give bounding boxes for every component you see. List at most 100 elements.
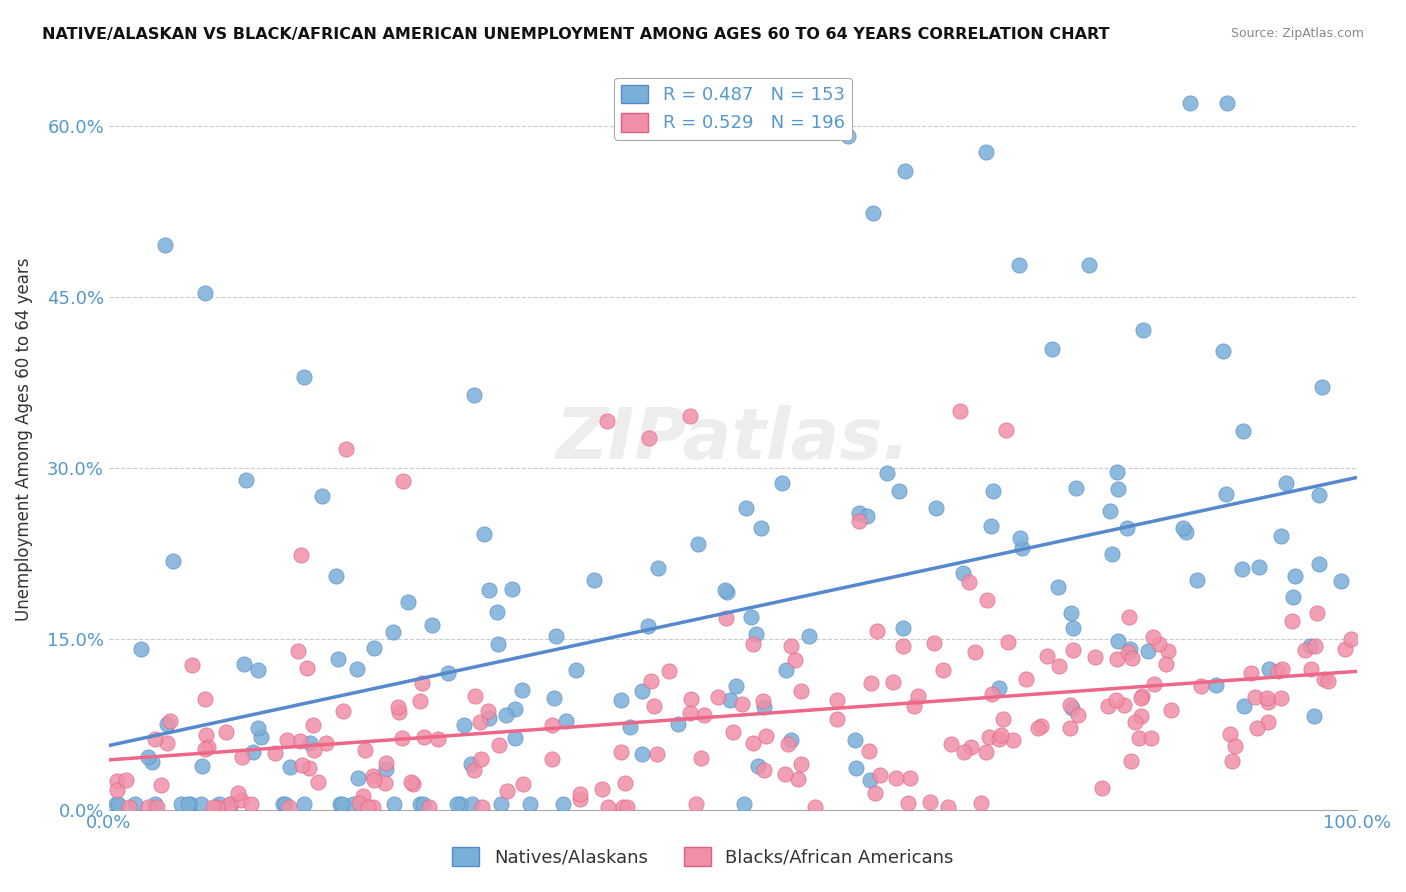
Point xyxy=(693,708,716,723)
Point xyxy=(1246,721,1268,735)
Point xyxy=(960,740,983,755)
Point xyxy=(658,664,681,678)
Point xyxy=(1330,574,1353,589)
Point xyxy=(994,423,1017,437)
Point xyxy=(190,797,212,811)
Point xyxy=(302,743,325,757)
Point xyxy=(271,797,294,811)
Point xyxy=(290,549,312,563)
Point xyxy=(752,694,775,708)
Point xyxy=(1178,95,1201,110)
Point xyxy=(976,145,998,160)
Point xyxy=(1142,630,1164,644)
Point xyxy=(714,583,737,598)
Point xyxy=(1219,726,1241,740)
Point xyxy=(889,483,911,498)
Point xyxy=(136,800,159,814)
Point xyxy=(194,728,217,742)
Point xyxy=(1101,547,1123,561)
Point xyxy=(391,474,413,488)
Point xyxy=(219,797,242,811)
Point xyxy=(907,689,929,703)
Point xyxy=(1215,487,1237,501)
Point xyxy=(752,764,775,778)
Point xyxy=(1274,476,1296,491)
Point xyxy=(288,733,311,747)
Point xyxy=(201,800,224,814)
Point xyxy=(162,554,184,568)
Point xyxy=(1212,343,1234,358)
Point xyxy=(596,800,619,814)
Point xyxy=(949,403,972,417)
Point xyxy=(825,712,848,726)
Point xyxy=(179,797,201,811)
Point xyxy=(332,704,354,718)
Point xyxy=(897,796,920,810)
Point xyxy=(1223,739,1246,753)
Point xyxy=(1316,673,1339,688)
Point xyxy=(277,800,299,814)
Point xyxy=(963,645,986,659)
Point xyxy=(352,789,374,803)
Point xyxy=(848,506,870,520)
Point xyxy=(409,797,432,811)
Point xyxy=(474,526,496,541)
Point xyxy=(637,619,659,633)
Point xyxy=(1257,715,1279,730)
Point xyxy=(197,739,219,754)
Point xyxy=(1128,731,1150,745)
Point xyxy=(217,800,239,814)
Point xyxy=(346,662,368,676)
Point xyxy=(1185,574,1208,588)
Point xyxy=(976,745,998,759)
Point xyxy=(1313,673,1336,687)
Point xyxy=(1308,488,1330,502)
Point xyxy=(555,714,578,729)
Point xyxy=(893,164,915,178)
Point xyxy=(292,797,315,811)
Legend: R = 0.487   N = 153, R = 0.529   N = 196: R = 0.487 N = 153, R = 0.529 N = 196 xyxy=(614,78,852,140)
Point xyxy=(707,690,730,704)
Point xyxy=(936,800,959,814)
Point xyxy=(391,731,413,746)
Point xyxy=(1029,719,1052,733)
Point xyxy=(1303,639,1326,653)
Point xyxy=(1011,541,1033,555)
Point xyxy=(478,711,501,725)
Point xyxy=(616,800,638,814)
Point xyxy=(1173,521,1195,535)
Point xyxy=(420,617,443,632)
Point xyxy=(1258,662,1281,676)
Point xyxy=(770,476,793,491)
Point xyxy=(980,518,1002,533)
Point xyxy=(1084,649,1107,664)
Point xyxy=(1062,642,1084,657)
Point xyxy=(903,699,925,714)
Point xyxy=(382,624,405,639)
Point xyxy=(501,582,523,596)
Point xyxy=(287,644,309,658)
Point xyxy=(396,595,419,609)
Point xyxy=(180,658,202,673)
Point xyxy=(1107,633,1129,648)
Point xyxy=(1047,659,1070,673)
Point xyxy=(105,783,128,797)
Point xyxy=(194,741,217,756)
Point xyxy=(363,800,385,814)
Text: ZIPatlas.: ZIPatlas. xyxy=(555,405,910,474)
Point xyxy=(735,500,758,515)
Point xyxy=(825,693,848,707)
Point xyxy=(953,745,976,759)
Text: NATIVE/ALASKAN VS BLACK/AFRICAN AMERICAN UNEMPLOYMENT AMONG AGES 60 TO 64 YEARS : NATIVE/ALASKAN VS BLACK/AFRICAN AMERICAN… xyxy=(42,27,1109,42)
Point xyxy=(1189,679,1212,693)
Point xyxy=(1175,525,1198,540)
Point xyxy=(882,675,904,690)
Point xyxy=(1306,606,1329,620)
Point xyxy=(925,500,948,515)
Point xyxy=(218,797,240,812)
Point xyxy=(779,639,801,653)
Point xyxy=(117,800,139,814)
Point xyxy=(679,692,702,706)
Point xyxy=(264,746,287,760)
Point xyxy=(976,592,998,607)
